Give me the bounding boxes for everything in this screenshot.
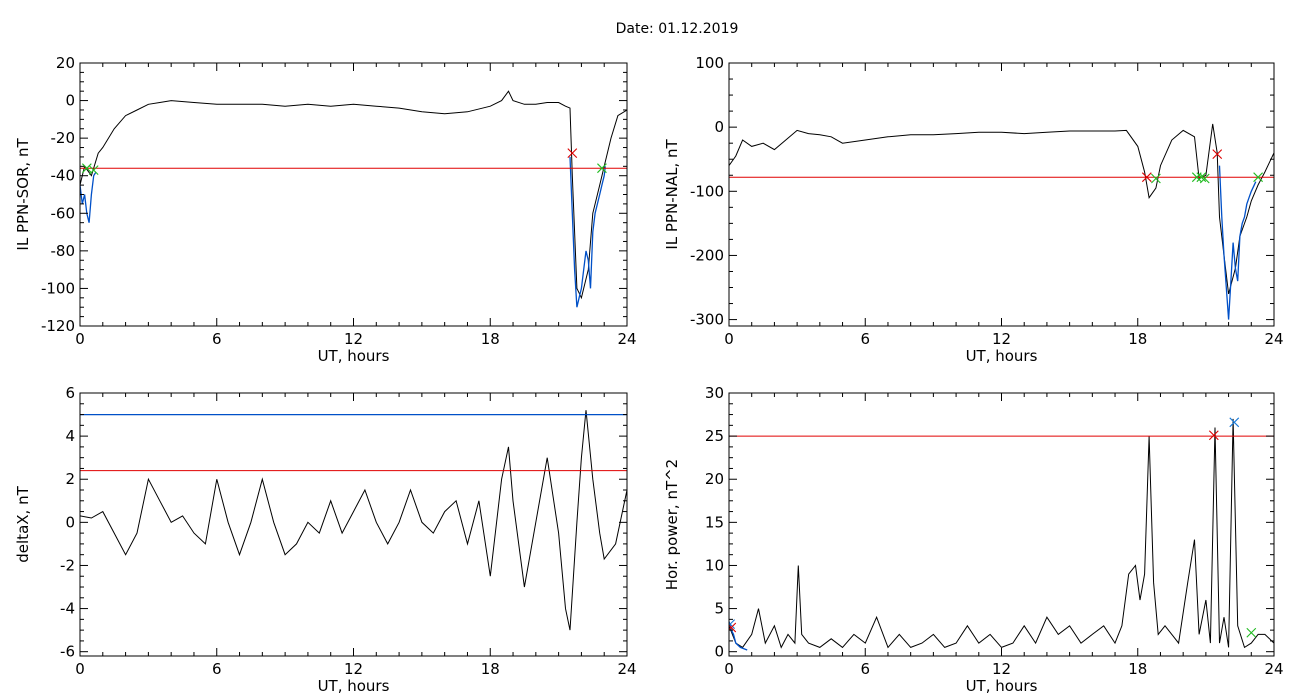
event-marker-3: [1196, 172, 1207, 183]
event-marker-4: [1199, 173, 1210, 184]
x-tick-label: 18: [481, 660, 500, 678]
panel-ppn-nal: 0 6 12 18 24 -300 -200 -100 0 100 UT, hours IL PPN-…: [663, 54, 1284, 365]
y-axis-label: IL PPN-SOR, nT: [14, 138, 32, 251]
event-marker-1: [88, 165, 99, 175]
x-tick-label: 0: [75, 330, 85, 348]
figure-title: Date: 01.12.2019: [616, 21, 739, 37]
plot-frame: [79, 392, 628, 657]
x-axis-label: UT, hours: [966, 347, 1038, 365]
y-tick-label: 5: [714, 600, 724, 618]
y-tick-label: -120: [41, 317, 75, 335]
x-axis-label: UT, hours: [318, 677, 390, 695]
y-tick-label: -40: [51, 167, 76, 185]
x-tick-label: 18: [1128, 330, 1147, 348]
y-tick-label: 0: [714, 643, 724, 661]
x-tick-label: 0: [75, 660, 85, 678]
series-segment-1: [1218, 165, 1257, 320]
y-tick-label: -6: [60, 643, 75, 661]
x-tick-label: 6: [212, 330, 222, 348]
x-tick-label: 18: [1128, 660, 1147, 678]
y-tick-label: 10: [705, 556, 724, 574]
y-tick-label: 100: [695, 54, 724, 72]
event-marker-2: [597, 163, 607, 174]
plot-frame: [728, 392, 1275, 657]
series-trace-0: [729, 418, 1274, 649]
x-tick-label: 24: [617, 330, 636, 348]
y-tick-label: -60: [51, 204, 76, 222]
series-segment-1: [80, 171, 97, 223]
y-tick-label: 6: [65, 384, 75, 402]
event-marker-3: [1229, 417, 1240, 428]
y-tick-label: -200: [690, 246, 724, 264]
event-marker-4: [1246, 627, 1257, 638]
event-marker-6: [1253, 172, 1263, 183]
series-trace-0: [80, 90, 627, 300]
x-tick-label: 12: [992, 330, 1011, 348]
x-tick-label: 24: [617, 660, 636, 678]
y-tick-label: 0: [65, 513, 75, 531]
y-tick-label: 20: [705, 470, 724, 488]
x-tick-label: 18: [481, 330, 500, 348]
x-axis-label: UT, hours: [318, 347, 390, 365]
event-marker-0: [81, 163, 92, 174]
y-tick-label: -4: [60, 600, 75, 618]
x-tick-label: 6: [860, 660, 870, 678]
y-tick-label: -20: [51, 129, 76, 147]
event-marker-0: [729, 619, 736, 629]
y-axis-label: Hor. power, nT^2: [663, 459, 681, 590]
x-axis-label: UT, hours: [966, 677, 1038, 695]
y-axis-label: IL PPN-NAL, nT: [663, 139, 681, 250]
y-tick-label: -100: [41, 279, 75, 297]
series-trace-0: [80, 410, 627, 631]
event-marker-0: [1141, 172, 1152, 183]
x-tick-label: 6: [860, 330, 870, 348]
y-axis-label: deltaX, nT: [14, 485, 32, 562]
event-marker-3: [567, 148, 578, 159]
y-tick-label: 20: [56, 54, 75, 72]
x-tick-label: 0: [724, 330, 734, 348]
series-trace-0: [729, 123, 1274, 295]
x-tick-label: 24: [1264, 660, 1283, 678]
event-marker-2: [1191, 172, 1202, 183]
x-tick-label: 12: [992, 660, 1011, 678]
x-tick-label: 24: [1264, 330, 1283, 348]
panel-ppn-sor: 0 6 12 18 24 -120 -100 -80 -60 -40 -20 0 20 UT, hours…: [14, 54, 637, 365]
x-tick-label: 12: [344, 330, 363, 348]
y-tick-label: 25: [705, 427, 724, 445]
y-tick-label: 4: [65, 427, 75, 445]
x-tick-label: 6: [212, 660, 222, 678]
series-segment-2: [569, 156, 606, 308]
y-tick-label: 0: [65, 92, 75, 110]
plot-frame: [728, 62, 1275, 327]
panel-hor-power: 0 6 12 18 24 0 5 10 15 20 25 30 UT, hours Hor. power,…: [663, 384, 1284, 695]
x-tick-label: 12: [344, 660, 363, 678]
event-marker-5: [1212, 149, 1223, 159]
y-tick-label: 2: [65, 470, 75, 488]
y-tick-label: -300: [690, 311, 724, 329]
y-tick-label: -80: [51, 242, 76, 260]
x-tick-label: 0: [724, 660, 734, 678]
y-tick-label: -2: [60, 556, 75, 574]
event-marker-2: [1208, 430, 1219, 441]
y-tick-label: -100: [690, 182, 724, 200]
event-marker-1: [1151, 173, 1161, 184]
event-marker-1: [729, 622, 737, 633]
y-tick-label: 15: [705, 513, 724, 531]
y-tick-label: 30: [705, 384, 724, 402]
y-tick-label: 0: [714, 118, 724, 136]
